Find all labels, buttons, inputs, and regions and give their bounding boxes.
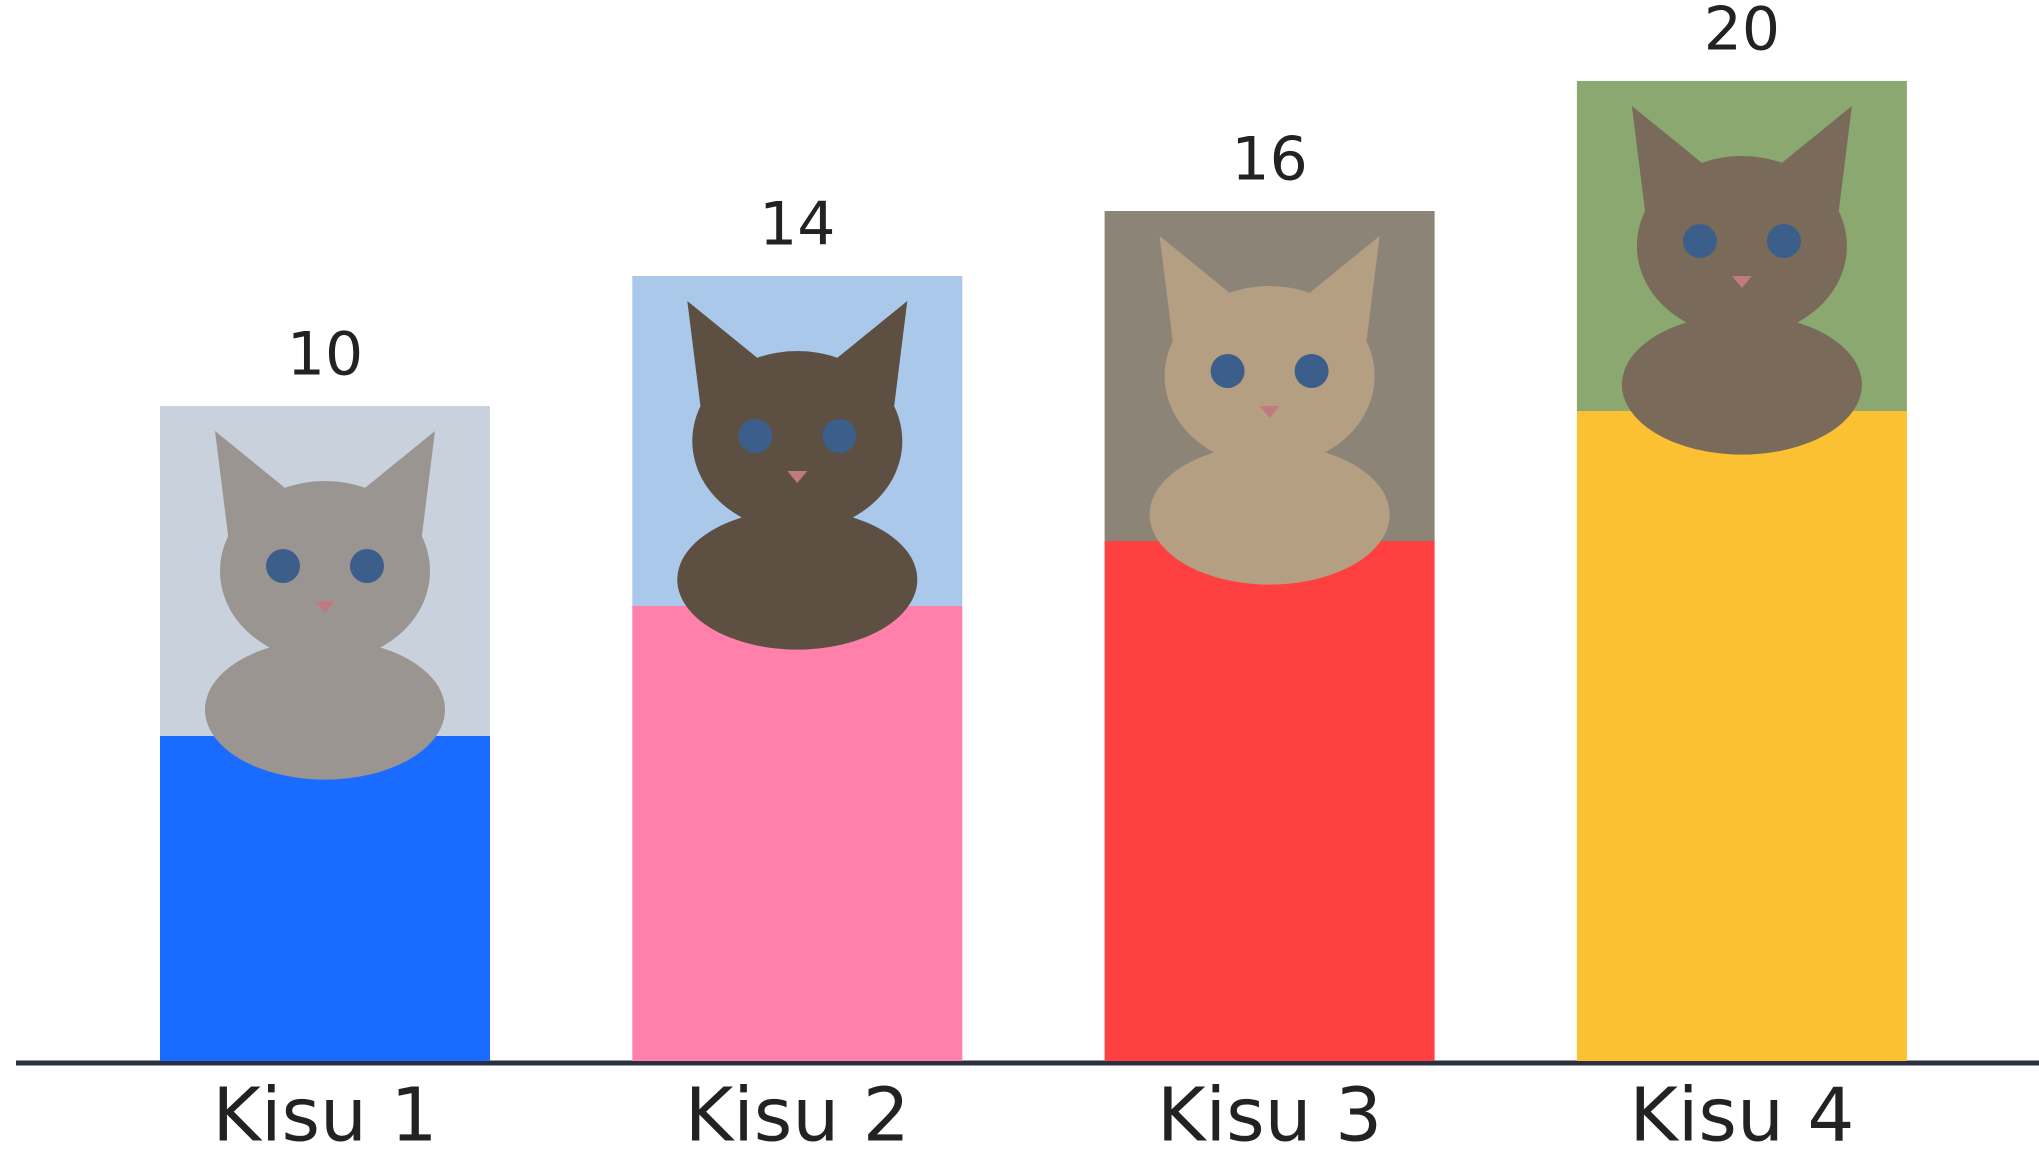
kitten-photo xyxy=(1105,211,1435,585)
value-label: 10 xyxy=(287,320,363,390)
kitten-photo xyxy=(632,276,962,650)
kitten-head xyxy=(1165,286,1375,466)
kitten-photo xyxy=(160,406,490,780)
value-label: 16 xyxy=(1231,125,1307,195)
x-tick-label: Kisu 3 xyxy=(1157,1073,1382,1159)
x-tick-label: Kisu 4 xyxy=(1629,1073,1854,1159)
kitten-eye xyxy=(350,549,384,583)
kitten-eye xyxy=(1295,354,1329,388)
x-tick-label: Kisu 2 xyxy=(685,1073,910,1159)
kitten-eye xyxy=(822,419,856,453)
bar xyxy=(160,736,490,1061)
value-label: 20 xyxy=(1704,0,1780,65)
value-label: 14 xyxy=(759,190,835,260)
kitten-eye xyxy=(1767,224,1801,258)
bar xyxy=(1577,411,1907,1061)
bar xyxy=(1105,541,1435,1061)
kitten-photo xyxy=(1577,81,1907,455)
bar xyxy=(632,606,962,1061)
kitten-eye xyxy=(738,419,772,453)
kitten-eye xyxy=(1211,354,1245,388)
x-tick-label: Kisu 1 xyxy=(212,1073,437,1159)
kitten-head xyxy=(1637,156,1847,336)
page: {"chart_data": {"type": "bar", "categori… xyxy=(0,0,2039,1158)
kitten-eye xyxy=(1683,224,1717,258)
kitten-eye xyxy=(266,549,300,583)
kitten-head xyxy=(220,481,430,661)
kitten-head xyxy=(692,351,902,531)
chart: 10 Kisu 1 14 Kisu 2 16 Kisu 3 20 Kisu 4 xyxy=(0,0,2039,1158)
